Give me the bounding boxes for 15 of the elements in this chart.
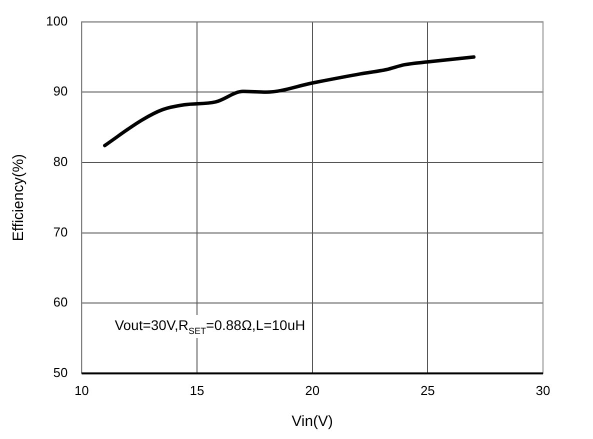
x-tick-label: 30 — [536, 382, 550, 398]
y-tick-label: 60 — [53, 294, 68, 310]
y-axis-title: Efficiency(%) — [10, 154, 28, 242]
y-tick-label: 90 — [53, 84, 68, 99]
x-tick-label: 25 — [420, 382, 435, 398]
x-axis-title: Vin(V) — [292, 413, 334, 430]
annotation: Vout=30V,R$_{SET}$=0.88Ω,L=10uH — [112, 315, 308, 338]
y-tick-label: 70 — [53, 224, 68, 240]
x-tick-label: 10 — [74, 382, 89, 398]
y-tick-label: 80 — [53, 154, 68, 170]
x-tick-label: 20 — [305, 382, 320, 398]
y-tick-label: 50 — [53, 364, 68, 380]
x-tick-label: 15 — [190, 382, 204, 398]
line-series — [103, 55, 476, 148]
y-tick-label: 100 — [46, 13, 68, 28]
